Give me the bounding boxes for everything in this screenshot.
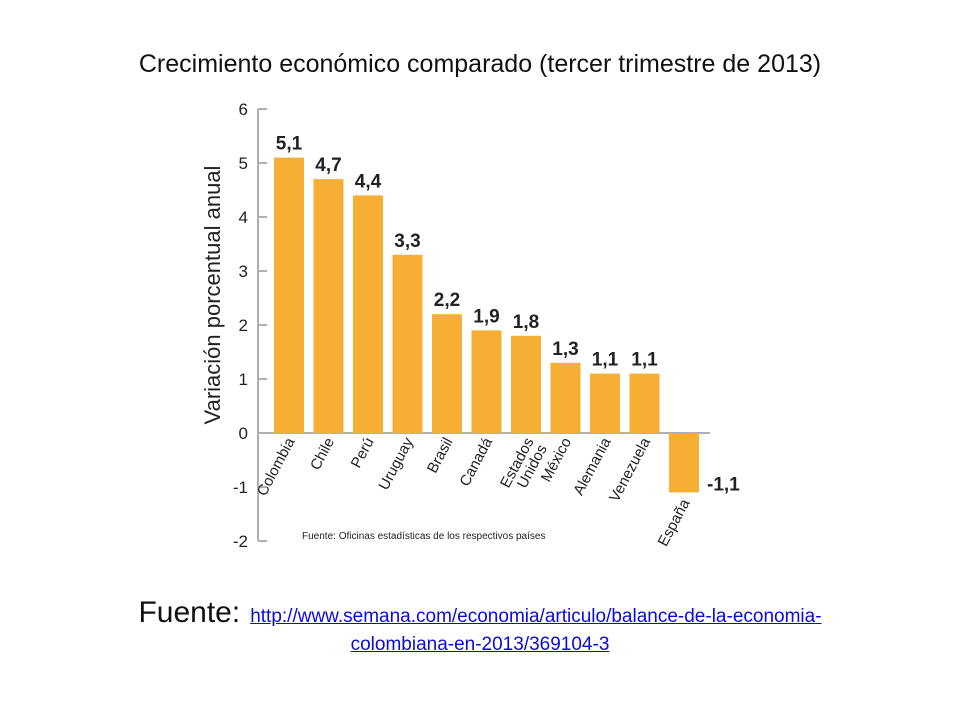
x-tick-label: Colombia xyxy=(254,434,299,499)
y-tick-label: -1 xyxy=(233,478,248,497)
bar-0 xyxy=(274,157,304,433)
bar-3 xyxy=(392,254,423,433)
y-tick-label: 2 xyxy=(239,316,248,335)
x-tick-label: España xyxy=(655,496,694,549)
source-link[interactable]: http://www.semana.com/economia/articulo/… xyxy=(250,606,822,627)
x-tick-label: Uruguay xyxy=(375,434,417,492)
bar-chart: -2 -1 0 1 2 3 4 5 6 Variación porcentual anual 5,1… xyxy=(200,100,740,551)
y-tick-label: 6 xyxy=(239,100,248,119)
bar-6 xyxy=(511,335,541,433)
data-label: -1,1 xyxy=(707,474,740,495)
y-tick-label: -2 xyxy=(233,532,248,551)
data-label: 3,3 xyxy=(394,231,420,252)
bar-4 xyxy=(432,314,462,433)
source-link-continuation[interactable]: colombiana-en-2013/369104-3 xyxy=(350,634,610,655)
data-label: 2,2 xyxy=(434,290,460,311)
slide-title: Crecimiento económico comparado (tercer … xyxy=(138,50,822,78)
data-label: 1,1 xyxy=(592,350,619,371)
bar-5 xyxy=(471,330,502,433)
data-label: 5,1 xyxy=(276,134,303,155)
source-label: Fuente: xyxy=(138,596,241,629)
data-label: 1,3 xyxy=(552,339,578,360)
bar-8 xyxy=(590,373,620,433)
bar-2 xyxy=(353,195,383,433)
y-tick-label: 1 xyxy=(239,370,248,389)
y-tick-label: 4 xyxy=(239,208,248,227)
x-tick-label: Brasil xyxy=(424,435,457,476)
chart-source-note: Fuente: Oficinas estadísticas de los res… xyxy=(302,531,545,542)
x-tick-label: Canadá xyxy=(456,434,496,489)
data-label: 1,1 xyxy=(631,350,658,371)
data-label: 1,8 xyxy=(513,312,539,333)
y-tick-label: 0 xyxy=(239,424,248,443)
bar-1 xyxy=(313,179,344,433)
x-tick-label: Alemania xyxy=(570,434,615,498)
bar-9 xyxy=(629,373,660,433)
x-tick-label: Chile xyxy=(307,435,338,473)
bar-7 xyxy=(550,362,581,433)
x-tick-label: Perú xyxy=(348,435,378,471)
bar-10 xyxy=(669,433,699,493)
data-label: 4,7 xyxy=(315,155,341,176)
data-label: 1,9 xyxy=(473,306,499,327)
source-block: Fuente: http://www.semana.com/economia/ar… xyxy=(0,596,960,656)
data-label: 4,4 xyxy=(355,171,382,192)
y-tick-label: 3 xyxy=(239,262,248,281)
y-axis-title: Variación porcentual anual xyxy=(200,166,225,425)
y-tick-label: 5 xyxy=(239,154,248,173)
